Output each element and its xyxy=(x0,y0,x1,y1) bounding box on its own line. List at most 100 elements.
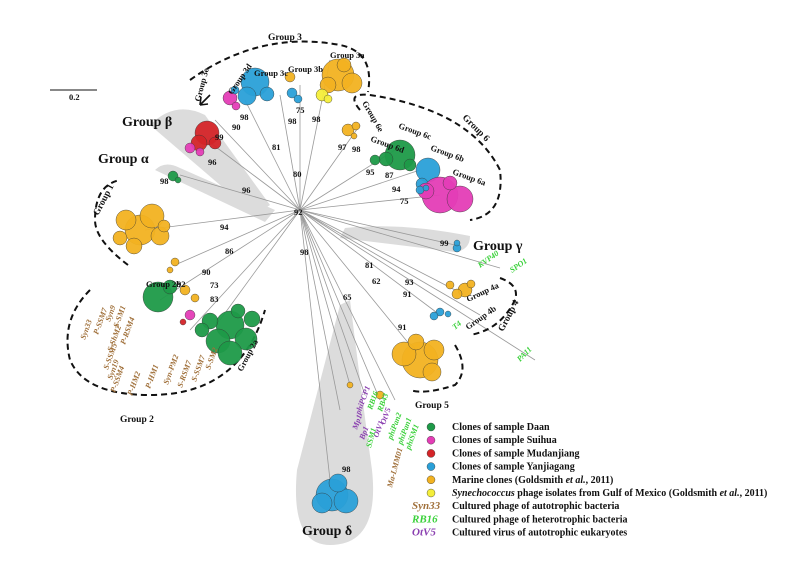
outline-group6 xyxy=(353,93,502,221)
legend-text: Cultured phage of heterotrophic bacteria xyxy=(452,514,628,525)
bootstrap-value: 75 xyxy=(296,105,305,115)
subgroup-label: Group 3a xyxy=(330,50,365,60)
legend-text: Cultured virus of autotrophic eukaryotes xyxy=(452,528,627,539)
bootstrap-value: 80 xyxy=(293,169,302,179)
clone-bubble xyxy=(230,303,246,319)
shade-delta xyxy=(295,300,374,545)
legend-text: Clones of sample Yanjiagang xyxy=(452,462,575,473)
legend-key: RB16 xyxy=(411,513,438,525)
clone-bubble xyxy=(286,87,298,99)
branch xyxy=(299,209,456,246)
legend-label: Clones of sample Daan xyxy=(452,422,550,433)
legend-key: Syn33 xyxy=(412,500,441,512)
legend-swatch xyxy=(426,436,436,445)
legend-swatch xyxy=(426,488,436,498)
clone-bubble xyxy=(319,76,337,94)
legend-text: Cultured phage of autotrophic bacteria xyxy=(452,501,619,512)
clone-bubble xyxy=(184,142,196,154)
legend-text: Synechococcus xyxy=(452,488,515,499)
bootstrap-value: 65 xyxy=(343,292,352,302)
clone-bubble xyxy=(293,94,303,104)
group-label: Group 1 xyxy=(92,183,117,218)
bootstrap-value: 90 xyxy=(202,267,211,277)
branch xyxy=(299,194,441,211)
bootstrap-value: 81 xyxy=(272,142,281,152)
branch xyxy=(279,94,301,211)
shaded-groups xyxy=(150,109,470,545)
branch xyxy=(299,209,341,411)
legend-text: Marine clones (Goldsmith xyxy=(452,475,566,486)
branch xyxy=(299,209,366,396)
cyanophage-label: P-HM2 xyxy=(125,370,142,396)
dashed-outlines xyxy=(66,40,517,397)
clone-bubble xyxy=(115,209,137,231)
branch xyxy=(299,169,421,211)
legend-label: Clones of sample Suihua xyxy=(452,435,557,446)
legend-text: et al. xyxy=(566,475,586,486)
branch xyxy=(299,209,381,401)
bootstrap-value: 95 xyxy=(366,167,375,177)
clone-bubble xyxy=(333,488,359,514)
clone-bubble xyxy=(422,184,430,192)
legend-text: et al. xyxy=(720,488,740,499)
clone-bubble xyxy=(341,72,363,94)
branch xyxy=(299,209,411,346)
clone-bubble xyxy=(407,333,425,351)
bootstrap-value: 98 xyxy=(300,247,309,257)
group-label: Group β xyxy=(122,115,172,130)
clone-bubble xyxy=(170,257,180,267)
group-label: Group δ xyxy=(302,524,352,539)
clone-bubble xyxy=(351,121,361,131)
subgroup-label: Group 6c xyxy=(397,120,433,141)
clone-bubble xyxy=(429,311,439,321)
branch xyxy=(159,209,301,301)
clone-bubble xyxy=(445,280,455,290)
clone-bubble xyxy=(208,136,222,150)
bootstrap-value: 98 xyxy=(288,116,297,126)
clone-bubble xyxy=(179,284,191,296)
legend-key: OtV5 xyxy=(412,527,436,539)
branch xyxy=(199,134,301,211)
bootstrap-value: 94 xyxy=(220,222,229,232)
branch xyxy=(299,209,441,316)
clone-bubble xyxy=(284,71,296,83)
branch xyxy=(299,209,536,361)
clone-bubble xyxy=(378,151,394,167)
branch xyxy=(299,209,396,401)
legend-swatch xyxy=(426,422,436,432)
clone-bubble xyxy=(184,309,196,321)
branches xyxy=(144,59,536,481)
bootstrap-value: 99 xyxy=(440,238,449,248)
outline-group1 xyxy=(93,179,129,266)
bootstrap-value: 87 xyxy=(385,170,394,180)
scale-label: 0.2 xyxy=(69,92,80,102)
outline-group2 xyxy=(66,289,266,397)
branch xyxy=(244,99,301,211)
clone-bubble xyxy=(350,132,358,140)
group-label: Group γ xyxy=(473,239,523,254)
clone-bubble xyxy=(466,279,476,289)
outline-group5 xyxy=(409,344,464,393)
subgroup-label: Group 2b xyxy=(146,279,181,289)
legend-text: phage isolates from Gulf of Mexico (Gold… xyxy=(515,488,720,499)
clone-bubble xyxy=(179,318,187,326)
clone-bubble xyxy=(442,175,458,191)
legend-text: , 2011) xyxy=(586,475,614,486)
bootstrap-value: 91 xyxy=(398,322,407,332)
clone-bubble xyxy=(230,85,240,95)
legend-text: , 2011) xyxy=(740,488,768,499)
clone-bubble xyxy=(112,230,128,246)
clone-bubble xyxy=(217,340,243,366)
clone-bubble xyxy=(444,310,452,318)
outline-group3 xyxy=(189,40,371,93)
clone-bubble xyxy=(174,176,182,184)
phage-label: Ma-LMM01 xyxy=(385,447,405,490)
group-label: Group α xyxy=(98,152,149,167)
bootstrap-value: 98 xyxy=(342,464,351,474)
bootstrap-value: 98 xyxy=(240,112,249,122)
clone-bubble xyxy=(423,339,445,361)
clone-bubble xyxy=(415,185,425,195)
shade-alpha xyxy=(155,164,275,222)
shade-gamma xyxy=(340,226,470,252)
